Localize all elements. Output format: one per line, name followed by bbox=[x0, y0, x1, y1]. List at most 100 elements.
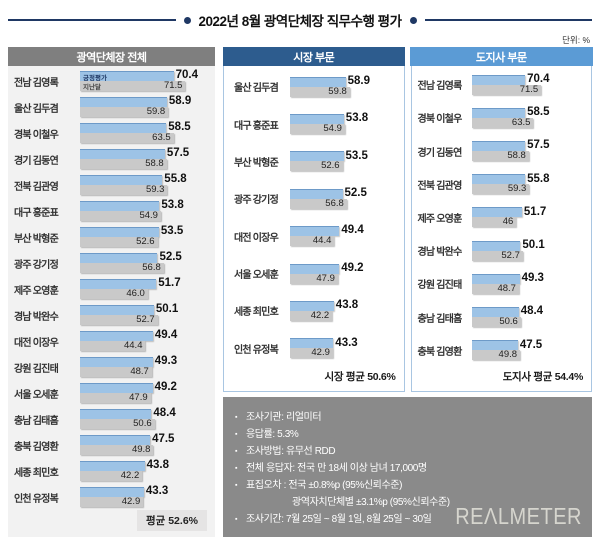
bar-group: 49.2 47.9 bbox=[80, 382, 198, 403]
survey-note-text: 응답률: 5.3% bbox=[246, 429, 299, 440]
current-bar-line: 57.5 bbox=[80, 148, 198, 159]
previous-bar-line: 59.3 bbox=[471, 183, 550, 195]
current-rating-bar bbox=[290, 263, 340, 274]
previous-rating-value: 52.7 bbox=[501, 249, 520, 261]
previous-bar-line: 46.0 bbox=[80, 289, 198, 299]
previous-rating-bar: 48.7 bbox=[80, 367, 152, 377]
current-rating-value: 49.4 bbox=[341, 224, 364, 237]
current-bar-line: 58.5 bbox=[80, 121, 198, 134]
unit-label: 단위: % bbox=[562, 35, 590, 45]
chart-row: 광주 강기정 52.5 56.8 bbox=[14, 252, 211, 273]
official-name: 전남 김영록 bbox=[417, 81, 463, 93]
panel-governor-header: 도지사 부문 bbox=[410, 47, 593, 66]
chart-row: 인천 유정복 43.3 42.9 bbox=[14, 486, 211, 507]
official-name: 충남 김태흠 bbox=[14, 415, 59, 427]
previous-rating-value: 47.9 bbox=[316, 272, 335, 284]
previous-bar-line: 59.8 bbox=[80, 107, 198, 117]
official-name: 세종 최민호 bbox=[14, 467, 59, 479]
bar-group: 43.8 42.2 bbox=[290, 299, 370, 321]
bar-group: 긍정평가 70.4 지난달 71.5 bbox=[80, 69, 198, 91]
bar-group: 58.9 59.8 bbox=[290, 75, 370, 97]
current-rating-bar bbox=[80, 383, 153, 393]
previous-bar-line: 49.8 bbox=[471, 350, 550, 361]
bar-group: 43.8 42.2 bbox=[80, 460, 198, 481]
bar-group: 57.5 58.8 bbox=[80, 148, 198, 169]
current-bar-line: 51.7 bbox=[471, 206, 550, 218]
bar-group: 49.2 47.9 bbox=[290, 262, 370, 284]
official-name: 대전 이장우 bbox=[234, 232, 279, 244]
previous-bar-line: 52.6 bbox=[290, 160, 370, 172]
bar-group: 52.5 56.8 bbox=[290, 188, 370, 209]
official-name: 대전 이장우 bbox=[14, 337, 59, 349]
previous-rating-bar: 42.9 bbox=[290, 348, 333, 359]
previous-rating-bar: 50.6 bbox=[471, 317, 521, 328]
previous-rating-bar: 50.6 bbox=[80, 419, 155, 429]
previous-rating-value: 50.6 bbox=[133, 418, 152, 429]
previous-bar-line: 58.8 bbox=[80, 159, 198, 169]
current-rating-bar bbox=[471, 240, 521, 251]
current-rating-value: 43.8 bbox=[335, 299, 359, 312]
current-bar-line: 50.1 bbox=[80, 304, 198, 315]
current-bar-line: 50.1 bbox=[471, 239, 550, 251]
previous-rating-bar: 52.6 bbox=[80, 237, 158, 247]
current-rating-bar bbox=[80, 487, 144, 497]
chart-row: 광주 강기정 52.5 56.8 bbox=[230, 188, 400, 209]
current-bar-line: 49.2 bbox=[80, 382, 198, 393]
current-rating-bar bbox=[80, 435, 151, 445]
bar-group: 55.8 59.3 bbox=[80, 173, 198, 195]
current-rating-bar bbox=[471, 174, 526, 185]
chart-row: 전북 김관영 55.8 59.3 bbox=[14, 173, 211, 195]
chart-row: 서울 오세훈 49.2 47.9 bbox=[230, 262, 400, 284]
current-bar-line: 51.7 bbox=[80, 278, 198, 289]
bar-group: 51.7 46.0 bbox=[80, 278, 198, 299]
sub-panels: 시장 부문 울산 김두겸 58.9 59.8 대구 홍준표 53.8 54.9 부산 박형준… bbox=[222, 47, 593, 392]
panel-overall-average-row: 평균 52.6% bbox=[8, 510, 215, 537]
current-rating-bar bbox=[471, 74, 526, 85]
previous-rating-value: 46.0 bbox=[126, 288, 145, 299]
official-name: 대구 홍준표 bbox=[234, 120, 279, 132]
panel-overall-rows: 전남 김영록 긍정평가 70.4 지난달 71.5 울산 김두겸 58.9 59.8 경북 이철… bbox=[8, 66, 215, 510]
previous-bar-line: 44.4 bbox=[80, 341, 198, 351]
official-name: 부산 박형준 bbox=[234, 157, 279, 169]
bar-group: 48.4 50.6 bbox=[80, 408, 198, 429]
current-rating-value: 58.9 bbox=[168, 95, 192, 108]
previous-rating-value: 59.3 bbox=[507, 183, 527, 195]
chart-row: 경북 이철우 58.5 63.5 bbox=[418, 106, 588, 128]
current-rating-value: 58.5 bbox=[527, 106, 550, 119]
current-rating-value: 58.5 bbox=[168, 121, 191, 134]
current-rating-value: 57.5 bbox=[527, 139, 550, 152]
official-name: 대구 홍준표 bbox=[14, 207, 59, 219]
previous-rating-value: 56.8 bbox=[142, 262, 161, 273]
page-title: 2022년 8월 광역단체장 직무수행 평가 bbox=[198, 14, 403, 29]
survey-note-item: ▪ 전체 응답자: 전국 만 18세 이상 남녀 17,000명 bbox=[235, 460, 582, 477]
current-rating-value: 70.4 bbox=[175, 69, 198, 82]
bar-group: 49.4 44.4 bbox=[290, 224, 370, 247]
survey-note-item: ▪ 조사방법: 유무선 RDD bbox=[235, 443, 582, 460]
current-rating-bar bbox=[290, 114, 344, 125]
chart-row: 경남 박완수 50.1 52.7 bbox=[14, 304, 211, 325]
previous-rating-bar: 54.9 bbox=[80, 211, 161, 221]
previous-rating-value: 59.8 bbox=[328, 85, 347, 97]
previous-rating-value: 71.5 bbox=[519, 83, 539, 95]
previous-rating-value: 52.6 bbox=[136, 236, 155, 247]
current-rating-value: 55.8 bbox=[164, 173, 187, 186]
previous-rating-value: 52.6 bbox=[321, 160, 340, 172]
panel-mayor-average-row: 시장 평균 50.6% bbox=[224, 367, 404, 391]
current-rating-bar bbox=[80, 201, 160, 211]
previous-bar-line: 44.4 bbox=[290, 236, 370, 247]
current-rating-value: 43.3 bbox=[335, 336, 358, 349]
current-rating-value: 49.4 bbox=[154, 329, 178, 342]
official-name: 세종 최민호 bbox=[234, 307, 279, 319]
current-rating-value: 53.5 bbox=[345, 149, 368, 162]
previous-rating-value: 44.4 bbox=[123, 340, 143, 351]
previous-bar-line: 47.9 bbox=[290, 272, 370, 284]
previous-rating-bar: 54.9 bbox=[290, 124, 345, 135]
current-bar-line: 70.4 bbox=[471, 73, 550, 85]
survey-note-text: 조사방법: 유무선 RDD bbox=[246, 446, 336, 457]
previous-rating-bar: 44.4 bbox=[290, 236, 335, 247]
title-line-left bbox=[8, 18, 176, 22]
previous-rating-value: 49.8 bbox=[131, 444, 151, 455]
current-rating-bar bbox=[471, 207, 522, 218]
current-bar-line: 53.8 bbox=[80, 200, 198, 211]
